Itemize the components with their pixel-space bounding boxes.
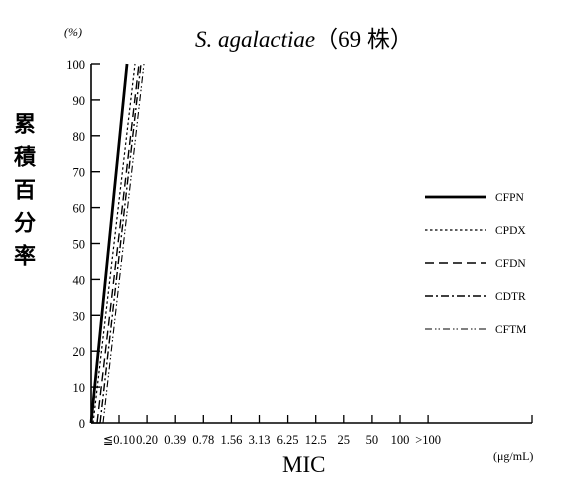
x-tick-label: 0.20: [136, 433, 158, 447]
y-tick-label: 10: [73, 381, 86, 395]
y-tick-label: 40: [73, 273, 86, 287]
y-tick-label: 0: [79, 417, 85, 431]
x-axis-label: MIC: [282, 452, 326, 477]
x-tick-label: 50: [366, 433, 379, 447]
y-tick-label: 60: [73, 202, 86, 216]
x-tick-label: 100: [391, 433, 410, 447]
x-tick-label: 0.78: [192, 433, 214, 447]
x-tick-label: ≦0.10: [103, 433, 135, 447]
y-tick-label: 100: [66, 58, 85, 72]
legend-label-cfpn: CFPN: [495, 192, 524, 204]
x-tick-label: 3.13: [249, 433, 271, 447]
x-tick-label: 0.39: [164, 433, 186, 447]
x-axis-unit: (μg/mL): [493, 449, 534, 463]
x-tick-label: 12.5: [305, 433, 327, 447]
y-tick-label: 90: [73, 94, 86, 108]
series-line-cdtr: [99, 63, 142, 424]
y-tick-label: 50: [73, 238, 86, 252]
y-tick-label: 30: [73, 309, 86, 323]
y-tick-label: 80: [73, 130, 86, 144]
chart-title-count: （69 株）: [315, 27, 413, 52]
x-tick-label: 6.25: [277, 433, 299, 447]
legend: CFPN CPDX CFDN CDTR CFTM: [425, 192, 526, 336]
y-axis-label: 累積百分率: [11, 112, 36, 277]
legend-label-cdtr: CDTR: [495, 291, 526, 303]
series-line-cpdx: [92, 63, 136, 424]
series-lines: [89, 63, 145, 424]
legend-label-cfdn: CFDN: [495, 258, 526, 270]
series-line-cfpn: [89, 63, 129, 424]
y-tick-label: 20: [73, 345, 86, 359]
y-axis-unit: (%): [64, 25, 82, 39]
legend-label-cftm: CFTM: [495, 324, 526, 336]
x-tick-label: 1.56: [220, 433, 242, 447]
series-line-cfdn: [96, 63, 140, 424]
legend-label-cpdx: CPDX: [495, 225, 526, 237]
chart-title: S. agalactiae（69 株）: [195, 20, 413, 54]
x-tick-label: 25: [338, 433, 351, 447]
y-tick-label: 70: [73, 166, 86, 180]
x-tick-label: >100: [415, 433, 441, 447]
chart-title-organism: S. agalactiae: [195, 27, 316, 52]
series-line-cftm: [102, 63, 145, 424]
axes: 0 10 20 30 40 50 60 70 80 90 100 ≦0.10 0.20 0.39 0.78 1…: [66, 58, 533, 447]
